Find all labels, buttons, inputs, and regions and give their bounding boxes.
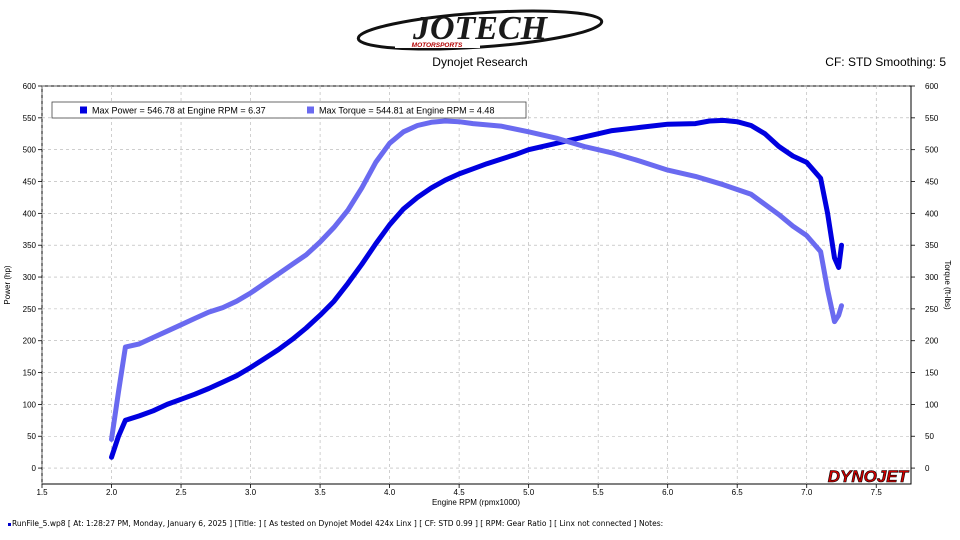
legend-box (51, 101, 527, 119)
y-right-tick-label: 400 (925, 209, 939, 218)
grid-lines (41, 85, 911, 484)
y-left-tick-label: 550 (23, 114, 37, 123)
y-left-tick-label: 400 (23, 209, 37, 218)
y-right-tick-label: 600 (925, 82, 939, 91)
run-file-info: RunFile_5.wp8 [ At: 1:28:27 PM, Monday, … (8, 519, 663, 528)
y-right-tick-label: 350 (925, 241, 939, 250)
y-right-tick-label: 500 (925, 146, 939, 155)
y-right-tick-label: 0 (925, 464, 930, 473)
x-axis-ticks: 1.5 2.0 2.5 3.0 3.5 4.0 4.5 5.0 5.5 6.0 6.5 7.0 7.5 (36, 484, 882, 497)
power-curve-line (109, 117, 844, 460)
y-left-tick-label: 0 (32, 464, 37, 473)
correction-factor-info: CF: STD Smoothing: 5 (825, 55, 946, 69)
y-left-tick-label: 300 (23, 273, 37, 282)
y-left-tick-label: 500 (23, 146, 37, 155)
x-tick-label: 4.5 (454, 488, 466, 497)
torque-curve-line (109, 118, 844, 442)
dynojet-logo: DYNOJET (828, 467, 910, 486)
y-right-tick-label: 450 (925, 178, 939, 187)
y-left-tick-label: 150 (23, 369, 37, 378)
y-axis-left-ticks: 0 50 100 150 200 250 300 350 400 450 500 550 600 (23, 82, 42, 473)
y-right-tick-label: 100 (925, 400, 939, 409)
y-left-tick-label: 250 (23, 305, 37, 314)
y-right-tick-label: 200 (925, 337, 939, 346)
y-right-tick-label: 550 (925, 114, 939, 123)
file-marker-icon (8, 522, 11, 526)
x-tick-label: 6.0 (662, 488, 674, 497)
plot-background (41, 85, 912, 485)
y-left-tick-label: 200 (23, 337, 37, 346)
y-axis-right-ticks: 0 50 100 150 200 250 300 350 400 450 500 550 600 (911, 82, 939, 473)
y-right-tick-label: 250 (925, 305, 939, 314)
chart-title: Dynojet Research (432, 55, 528, 69)
y-axis-left-label: Power (hp) (3, 265, 12, 304)
x-tick-label: 1.5 (36, 488, 48, 497)
x-tick-label: 4.0 (384, 488, 396, 497)
jotech-logo: JOTECH MOTORSPORTS (356, 9, 604, 51)
logo-text: JOTECH (412, 10, 549, 47)
x-tick-label: 7.0 (801, 488, 813, 497)
y-left-tick-label: 600 (23, 82, 37, 91)
y-axis-right-label: Torque (ft-lbs) (943, 260, 952, 310)
logo-subtext: MOTORSPORTS (412, 42, 463, 49)
x-tick-label: 3.0 (245, 488, 257, 497)
y-left-tick-label: 350 (23, 241, 37, 250)
x-axis-label: Engine RPM (rpmx1000) (432, 498, 520, 507)
x-tick-label: 7.5 (871, 488, 883, 497)
y-left-tick-label: 50 (27, 432, 36, 441)
legend-label-power: Max Power = 546.78 at Engine RPM = 6.37 (92, 106, 266, 116)
x-tick-label: 2.0 (106, 488, 118, 497)
x-tick-label: 2.5 (175, 488, 187, 497)
legend: Max Power = 546.78 at Engine RPM = 6.37 … (51, 101, 527, 119)
x-tick-label: 3.5 (315, 488, 327, 497)
legend-swatch-power (80, 106, 87, 114)
legend-label-torque: Max Torque = 544.81 at Engine RPM = 4.48 (319, 106, 494, 116)
x-tick-label: 5.0 (523, 488, 535, 497)
legend-swatch-torque (307, 106, 314, 114)
run-file-text: RunFile_5.wp8 [ At: 1:28:27 PM, Monday, … (12, 519, 664, 528)
y-right-tick-label: 50 (925, 432, 934, 441)
series-lines (109, 117, 844, 460)
y-left-tick-label: 450 (23, 178, 37, 187)
x-tick-label: 5.5 (593, 488, 605, 497)
x-tick-label: 6.5 (732, 488, 744, 497)
y-right-tick-label: 150 (925, 369, 939, 378)
y-left-tick-label: 100 (23, 400, 37, 409)
y-right-tick-label: 300 (925, 273, 939, 282)
